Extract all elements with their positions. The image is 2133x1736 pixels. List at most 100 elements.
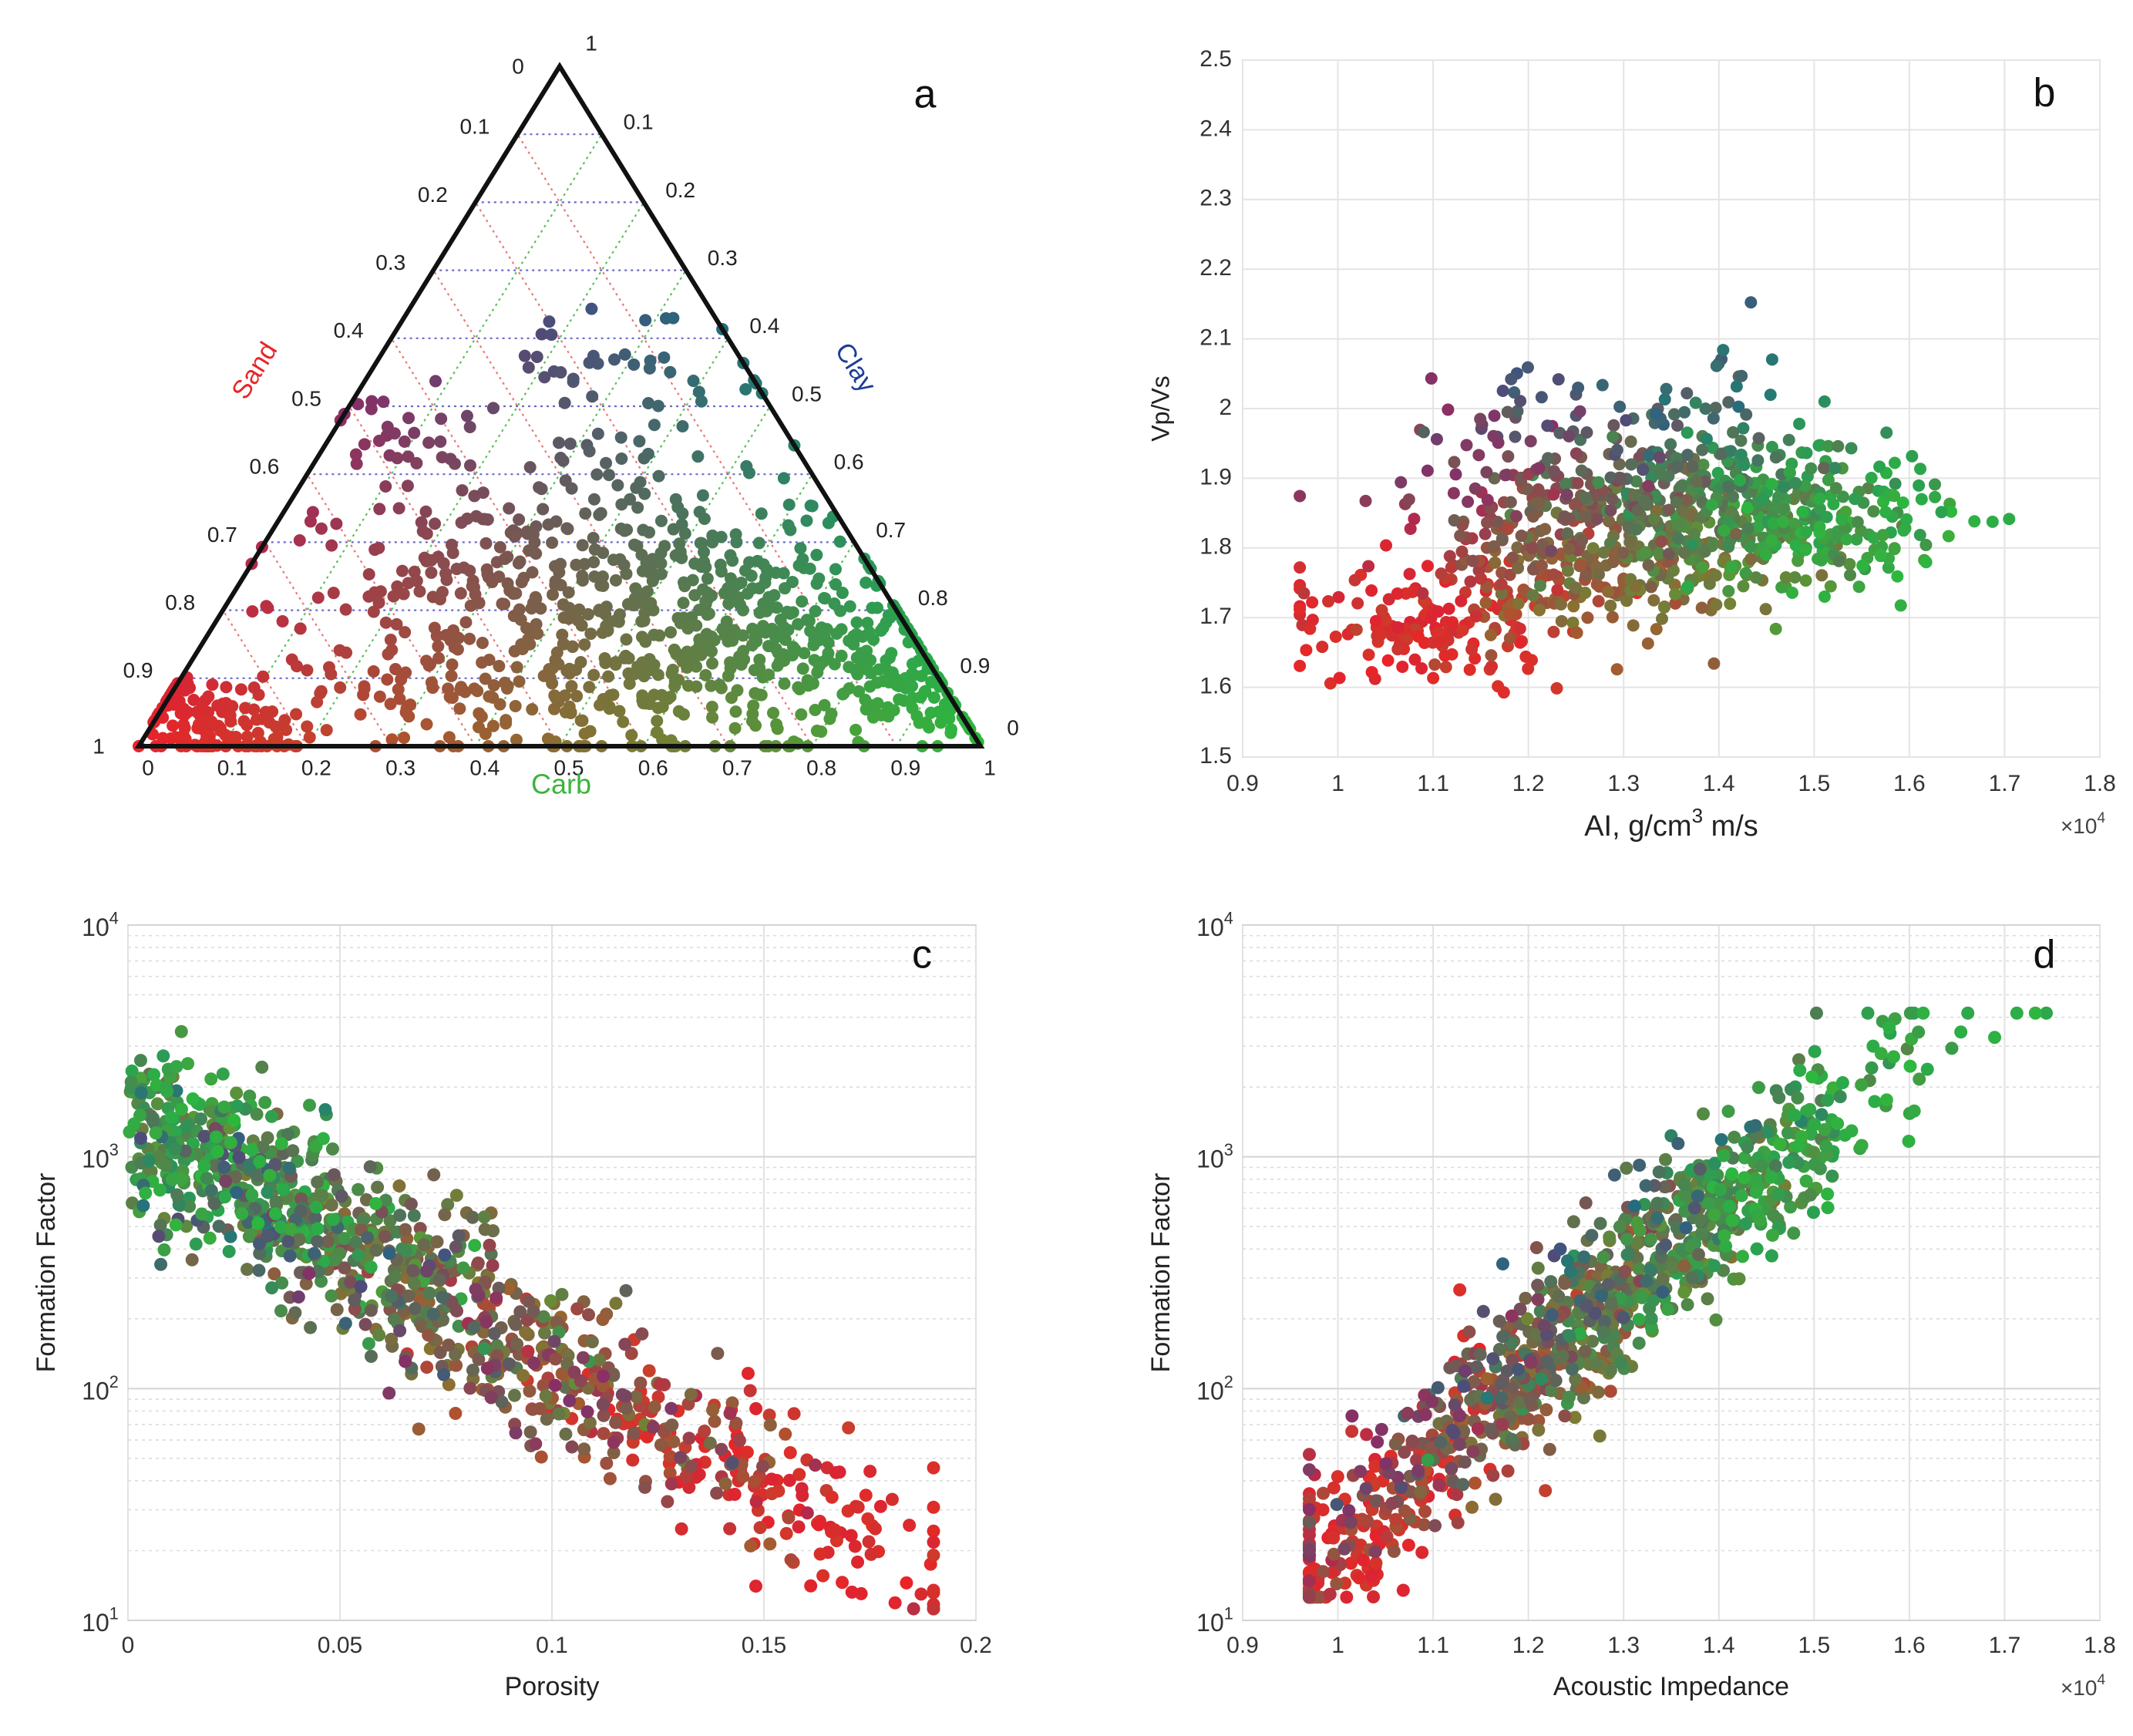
data-point — [743, 1384, 757, 1398]
data-point — [449, 1347, 463, 1361]
data-point — [658, 540, 671, 553]
data-point — [642, 397, 655, 410]
data-point — [676, 420, 689, 433]
data-point — [1721, 480, 1734, 493]
data-point — [1569, 447, 1583, 460]
data-point — [1573, 1327, 1587, 1341]
data-point — [1724, 445, 1738, 458]
data-point — [809, 604, 822, 617]
data-point — [1508, 386, 1521, 399]
data-point — [611, 479, 624, 492]
data-point — [674, 1451, 688, 1465]
x-exponent-label: ×104 — [2061, 1672, 2106, 1700]
data-point — [609, 574, 622, 587]
data-point — [338, 1317, 352, 1331]
data-point — [503, 502, 516, 515]
data-point — [522, 361, 535, 374]
data-point — [490, 1338, 504, 1352]
data-point — [1603, 537, 1617, 550]
data-point — [1523, 1393, 1537, 1407]
data-point — [1880, 426, 1893, 439]
y-tick-label: 2 — [1219, 395, 1232, 420]
data-point — [1548, 465, 1561, 478]
data-point — [1664, 438, 1677, 451]
data-point — [1875, 548, 1888, 561]
data-point — [886, 666, 899, 679]
grid-sand — [516, 133, 897, 747]
data-point — [564, 706, 577, 719]
data-point — [281, 1234, 295, 1248]
data-point — [486, 719, 500, 732]
data-point — [1757, 493, 1770, 506]
data-point — [843, 600, 856, 613]
data-point — [387, 1312, 401, 1326]
data-point — [1791, 1091, 1805, 1105]
data-point — [325, 1142, 339, 1156]
data-point — [463, 420, 476, 433]
y-tick-label: 2.3 — [1199, 186, 1232, 211]
data-point — [352, 1183, 365, 1196]
data-point — [1737, 422, 1750, 435]
data-point — [1585, 1229, 1599, 1243]
data-point — [596, 1398, 610, 1411]
data-point — [1610, 663, 1623, 676]
data-point — [1457, 1379, 1471, 1393]
data-point — [1765, 534, 1778, 547]
data-point — [861, 1512, 875, 1526]
data-point — [303, 731, 316, 744]
data-point — [350, 457, 363, 470]
data-point — [567, 375, 580, 389]
data-point — [625, 728, 638, 742]
data-point — [726, 554, 739, 567]
data-point — [1492, 436, 1505, 449]
data-point — [1586, 1334, 1600, 1348]
data-point — [596, 626, 609, 639]
grid-carb — [559, 405, 771, 747]
data-point — [378, 1230, 392, 1243]
data-point — [661, 1495, 675, 1509]
data-point — [620, 633, 633, 646]
data-point — [1819, 1139, 1833, 1153]
data-point — [398, 732, 411, 745]
data-point — [245, 1188, 259, 1202]
data-point — [147, 1068, 161, 1082]
panel-a-ternary: 0.10.20.30.40.50.60.70.80.90.10.20.30.40… — [93, 31, 1019, 799]
data-point — [1480, 1391, 1494, 1405]
data-point — [1744, 296, 1758, 309]
data-point — [1453, 1409, 1467, 1423]
data-point — [1395, 476, 1408, 489]
data-point — [1706, 441, 1719, 454]
data-point — [1486, 1352, 1500, 1366]
data-point — [1563, 1329, 1576, 1343]
sand-tick-label: 0.9 — [123, 658, 153, 682]
data-point — [1385, 1496, 1399, 1510]
data-point — [330, 517, 343, 530]
data-point — [1685, 1271, 1699, 1285]
data-point — [837, 687, 850, 700]
data-point — [722, 635, 735, 648]
data-point — [786, 648, 799, 661]
y-tick-label: 1.8 — [1199, 534, 1232, 560]
data-point — [484, 1391, 498, 1405]
data-point — [613, 705, 626, 718]
data-point — [1434, 1435, 1448, 1449]
data-point — [1432, 627, 1445, 640]
data-point — [1836, 490, 1849, 503]
data-point — [830, 627, 843, 641]
data-point — [146, 1112, 160, 1125]
data-point — [1469, 482, 1482, 495]
data-point — [325, 539, 338, 552]
data-point — [597, 1408, 611, 1422]
data-point — [1761, 1125, 1775, 1139]
data-point — [1677, 1285, 1691, 1299]
data-point — [1580, 491, 1593, 504]
data-point — [320, 724, 333, 737]
data-point — [1737, 580, 1750, 593]
data-point — [583, 1416, 597, 1430]
data-point — [631, 501, 644, 514]
data-point — [1818, 590, 1831, 603]
carb-tick-label: 0 — [142, 755, 154, 779]
data-point — [664, 626, 677, 639]
data-point — [486, 402, 500, 415]
